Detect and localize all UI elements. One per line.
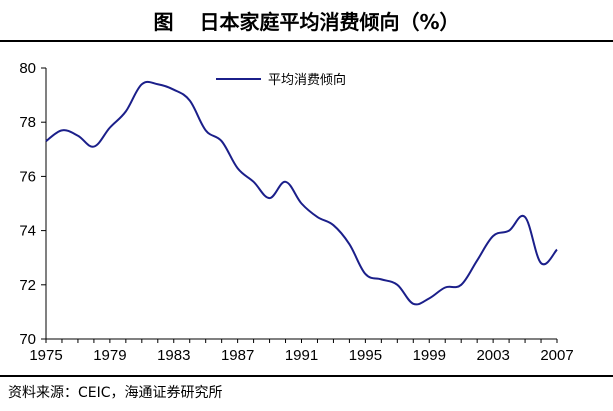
title-rule [0,40,613,42]
y-tick-label: 70 [19,331,36,348]
y-tick-label: 74 [19,223,36,240]
x-tick-label: 1983 [157,347,190,364]
x-tick-label: 1995 [349,347,382,364]
line-chart: 70 72 74 76 78 80 1975 1979 1983 1987 1991 1995 1999… [19,60,573,364]
x-tick-label: 1975 [29,347,62,364]
y-tick-label: 76 [19,168,36,185]
figure-label: 图 [153,9,174,34]
x-tick-label: 1991 [285,347,318,364]
x-tick-label: 1979 [93,347,126,364]
source-note: 资料来源：CEIC，海通证券研究所 [8,385,223,401]
chart-title: 图 日本家庭平均消费倾向（%） [0,0,613,40]
title-text: 日本家庭平均消费倾向（%） [199,9,460,34]
x-tick-label: 1999 [413,347,446,364]
legend-label: 平均消费倾向 [268,72,346,88]
x-tick-label: 2007 [540,347,573,364]
y-tick-label: 72 [19,277,36,294]
x-tick-label: 1987 [221,347,254,364]
footer-rule [0,375,613,377]
x-tick-label: 2003 [476,347,509,364]
series-line [45,80,558,306]
y-tick-label: 80 [19,60,36,77]
y-tick-label: 78 [19,114,36,131]
